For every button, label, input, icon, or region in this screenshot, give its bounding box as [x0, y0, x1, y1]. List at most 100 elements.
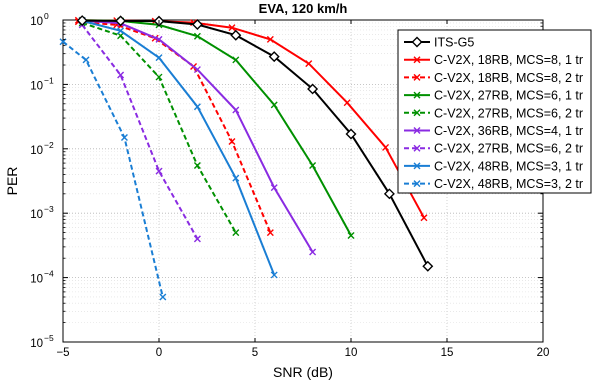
- marker-stroke: [120, 133, 128, 141]
- data-point-marker: [117, 27, 125, 35]
- y-tick-label: 10 −5: [30, 333, 54, 350]
- data-point-marker: [193, 32, 201, 40]
- marker-stroke: [382, 143, 390, 151]
- marker-stroke: [413, 56, 421, 64]
- series-9: [59, 38, 167, 301]
- data-point-marker: [232, 56, 240, 64]
- legend-entry-2: C-V2X, 18RB, MCS=8, 1 tr: [404, 53, 583, 67]
- marker-stroke: [193, 103, 201, 111]
- series-line: [78, 20, 272, 233]
- data-point-marker: [383, 188, 395, 200]
- data-point-marker: [347, 232, 355, 240]
- marker-stroke: [347, 232, 355, 240]
- x-axis-label: SNR (dB): [273, 364, 333, 380]
- marker-stroke: [228, 137, 236, 145]
- legend-swatch-marker: [411, 36, 423, 48]
- data-point-marker: [266, 35, 274, 43]
- y-tick-exponent: 0: [44, 11, 49, 21]
- legend-label: C-V2X, 36RB, MCS=4, 1 tr: [434, 124, 583, 138]
- series-2: [74, 16, 428, 222]
- series-line: [82, 19, 429, 267]
- data-point-marker: [268, 51, 280, 63]
- data-point-marker: [155, 73, 163, 81]
- data-point-marker: [343, 99, 351, 107]
- data-point-marker: [193, 235, 201, 243]
- data-point-marker: [228, 137, 236, 145]
- marker-stroke: [155, 73, 163, 81]
- y-tick-label: 10 −4: [30, 269, 54, 286]
- marker-stroke: [270, 271, 278, 279]
- y-tick-label: 10 −3: [30, 204, 54, 221]
- marker-stroke: [270, 101, 278, 109]
- data-point-marker: [305, 60, 313, 68]
- legend-swatch-marker: [413, 162, 421, 170]
- data-point-marker: [76, 15, 88, 27]
- data-point-marker: [193, 103, 201, 111]
- marker-stroke: [232, 229, 240, 237]
- chart-title: EVA, 120 km/h: [259, 1, 348, 16]
- legend-swatch-marker: [413, 127, 421, 134]
- data-point-marker: [232, 174, 240, 182]
- data-point-marker: [191, 19, 203, 31]
- legend-label: C-V2X, 48RB, MCS=3, 1 tr: [434, 159, 583, 173]
- x-tick-label: 20: [537, 347, 550, 359]
- marker-stroke: [270, 184, 278, 192]
- data-point-marker: [422, 260, 434, 272]
- legend-entry-5: C-V2X, 27RB, MCS=6, 2 tr: [404, 106, 583, 120]
- data-point-marker: [159, 293, 167, 301]
- legend-entry-1: ITS-G5: [404, 36, 474, 50]
- y-tick-base: 10: [30, 338, 43, 350]
- legend-label: C-V2X, 48RB, MCS=3, 2 tr: [434, 177, 583, 191]
- data-point-marker: [120, 133, 128, 141]
- data-point-marker: [270, 184, 278, 192]
- marker-stroke: [413, 127, 421, 134]
- legend-swatch-marker: [413, 109, 421, 117]
- legend: ITS-G5 C-V2X, 18RB, MCS=8, 1 tr C-V2X, 18R…: [397, 29, 592, 194]
- y-tick-label: 10 0: [30, 11, 49, 28]
- y-tick-exponent: −5: [44, 333, 54, 343]
- data-point-marker: [309, 248, 317, 256]
- y-tick-base: 10: [30, 16, 43, 28]
- data-point-marker: [232, 106, 240, 114]
- data-point-marker: [193, 162, 201, 170]
- legend-swatch-marker: [413, 180, 421, 188]
- legend-label: C-V2X, 18RB, MCS=8, 1 tr: [434, 53, 583, 67]
- marker-stroke: [193, 235, 201, 243]
- x-tick-label: 0: [156, 347, 162, 359]
- legend-entry-7: C-V2X, 27RB, MCS=6, 2 tr: [404, 142, 583, 156]
- marker-stroke: [232, 106, 240, 114]
- data-point-marker: [228, 24, 236, 32]
- marker-stroke: [117, 27, 125, 35]
- marker-stroke: [266, 35, 274, 43]
- data-point-marker: [232, 229, 240, 237]
- y-tick-exponent: −4: [44, 269, 54, 279]
- marker-stroke: [155, 167, 163, 175]
- y-axis-label: PER: [4, 167, 20, 196]
- data-point-marker: [270, 271, 278, 279]
- marker-stroke: [413, 73, 421, 81]
- series-group: [59, 15, 434, 301]
- data-point-marker: [117, 71, 125, 79]
- marker-stroke: [82, 56, 90, 64]
- legend-swatch-marker: [413, 144, 421, 152]
- data-point-marker: [155, 35, 163, 43]
- legend-label: C-V2X, 27RB, MCS=6, 2 tr: [434, 106, 583, 120]
- data-point-marker: [230, 29, 242, 41]
- marker-stroke: [413, 180, 421, 188]
- y-tick-label: 10 −1: [30, 75, 54, 92]
- y-tick-label: 10 −2: [30, 140, 54, 157]
- data-point-marker: [193, 66, 201, 74]
- data-point-marker: [155, 167, 163, 175]
- marker-stroke: [232, 56, 240, 64]
- marker-stroke: [232, 174, 240, 182]
- data-point-marker: [309, 162, 317, 170]
- series-line: [62, 40, 164, 298]
- marker-stroke: [343, 99, 351, 107]
- series-line: [81, 24, 199, 240]
- series-line: [81, 19, 276, 276]
- x-tick-label: 15: [441, 347, 454, 359]
- data-point-marker: [270, 101, 278, 109]
